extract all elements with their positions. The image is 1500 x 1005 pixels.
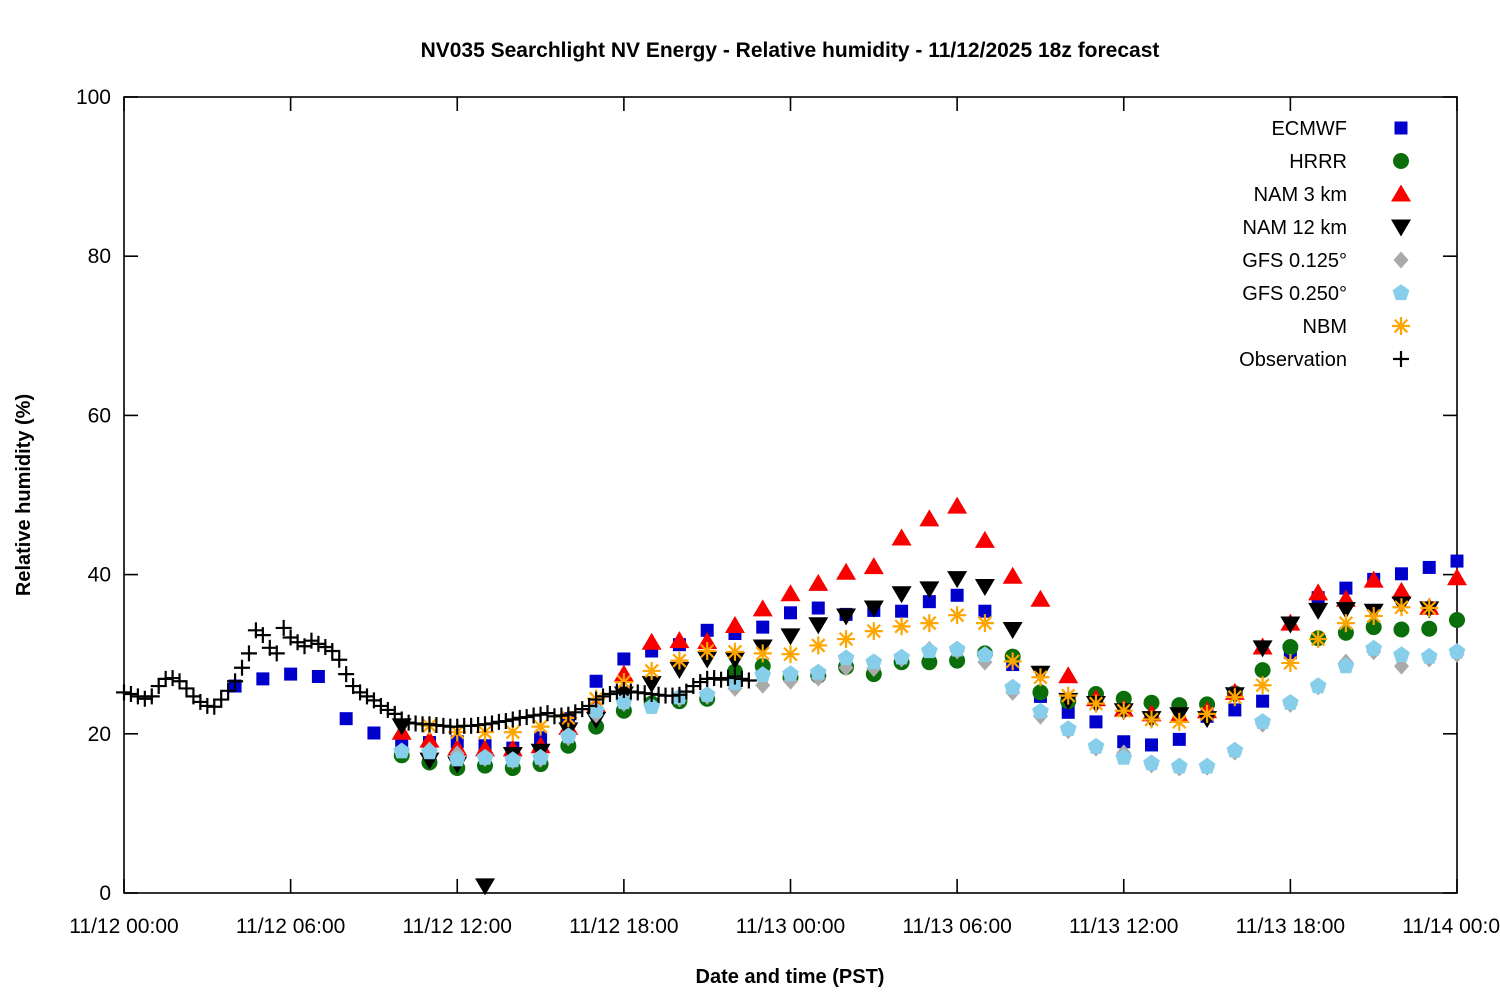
series-hrrr: [393, 611, 1465, 777]
legend-item-nam-12-km: NAM 12 km: [1243, 217, 1411, 239]
y-tick-label: 80: [88, 245, 111, 268]
triangle-up-icon: [1391, 184, 1411, 202]
legend: ECMWF HRRR NAM 3 km NAM 12 km GFS 0.125° GFS …: [1239, 118, 1411, 371]
y-axis-title: Relative humidity (%): [13, 394, 35, 596]
legend-label: NBM: [1303, 316, 1347, 338]
legend-item-observation: Observation: [1239, 349, 1409, 371]
x-tick-label: 11/13 06:00: [902, 915, 1011, 938]
x-tick-label: 11/12 00:00: [69, 915, 178, 938]
triangle-down-icon: [1391, 219, 1411, 237]
x-tick-label: 11/13 00:00: [736, 915, 845, 938]
y-tick-label: 60: [88, 404, 111, 427]
asterisk-icon: [1392, 317, 1410, 335]
x-tick-label: 11/13 18:00: [1236, 915, 1345, 938]
series-observation: [116, 619, 757, 735]
y-tick-label: 0: [99, 882, 111, 905]
y-tick-label: 100: [76, 86, 111, 109]
y-tick-label: 20: [88, 723, 111, 746]
legend-label: HRRR: [1289, 151, 1347, 173]
legend-label: GFS 0.250°: [1242, 283, 1347, 305]
plus-icon: [1393, 351, 1409, 367]
data-points-layer: [116, 496, 1467, 896]
axis-tick-labels: 0 20 40 60 80 100 11/12 00:00 11/12 06:00 11/12 …: [69, 86, 1500, 938]
legend-label: GFS 0.125°: [1242, 250, 1347, 272]
legend-label: NAM 3 km: [1254, 184, 1347, 206]
y-tick-label: 40: [88, 564, 111, 587]
series-nam-12-km: [391, 571, 1440, 896]
legend-item-nam-3-km: NAM 3 km: [1254, 184, 1411, 206]
x-tick-label: 11/12 06:00: [236, 915, 345, 938]
legend-item-nbm: NBM: [1303, 316, 1410, 338]
diamond-icon: [1393, 251, 1409, 269]
legend-item-gfs-0-250-: GFS 0.250°: [1242, 283, 1410, 305]
x-tick-label: 11/13 12:00: [1069, 915, 1178, 938]
legend-label: Observation: [1239, 349, 1347, 371]
chart-title: NV035 Searchlight NV Energy - Relative h…: [421, 39, 1160, 62]
x-tick-label: 11/12 18:00: [569, 915, 678, 938]
circle-icon: [1393, 153, 1409, 169]
pentagon-icon: [1392, 284, 1410, 301]
legend-item-hrrr: HRRR: [1289, 151, 1409, 173]
x-axis-title: Date and time (PST): [696, 966, 885, 988]
x-tick-label: 11/12 12:00: [403, 915, 512, 938]
legend-label: ECMWF: [1271, 118, 1347, 140]
axis-ticks: [123, 96, 1458, 894]
legend-item-gfs-0-125-: GFS 0.125°: [1242, 250, 1409, 272]
legend-label: NAM 12 km: [1243, 217, 1347, 239]
x-tick-label: 11/14 00:00: [1402, 915, 1500, 938]
square-icon: [1394, 121, 1408, 135]
legend-item-ecmwf: ECMWF: [1271, 118, 1408, 140]
